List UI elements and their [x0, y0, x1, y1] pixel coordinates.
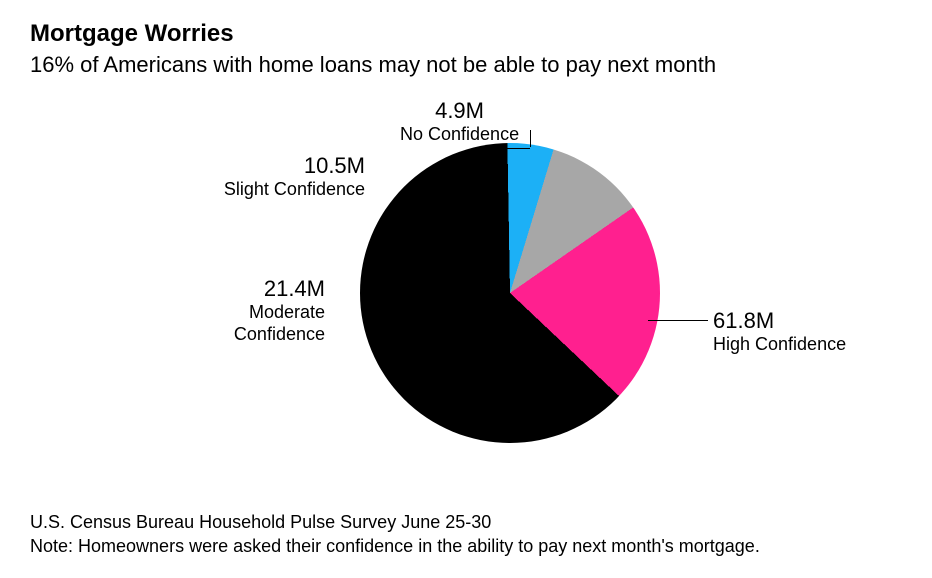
leader-line	[530, 130, 531, 147]
label-no-confidence: 4.9M No Confidence	[400, 98, 519, 146]
label-name: Moderate Confidence	[210, 302, 325, 345]
chart-title: Mortgage Worries	[30, 20, 902, 48]
label-name: Slight Confidence	[210, 179, 365, 201]
chart-container: Mortgage Worries 16% of Americans with h…	[0, 0, 932, 498]
label-value: 10.5M	[210, 153, 365, 179]
label-value: 4.9M	[400, 98, 519, 124]
label-name: High Confidence	[713, 334, 846, 356]
label-name: No Confidence	[400, 124, 519, 146]
pie-chart	[360, 143, 660, 443]
label-moderate-confidence: 21.4M Moderate Confidence	[210, 276, 325, 346]
label-high-confidence: 61.8M High Confidence	[713, 308, 846, 356]
label-value: 61.8M	[713, 308, 846, 334]
chart-area: 4.9M No Confidence 10.5M Slight Confiden…	[30, 98, 902, 478]
chart-subtitle: 16% of Americans with home loans may not…	[30, 52, 902, 78]
chart-footer: U.S. Census Bureau Household Pulse Surve…	[30, 511, 902, 558]
leader-line	[648, 320, 708, 321]
pie-wrapper	[360, 143, 660, 443]
label-value: 21.4M	[210, 276, 325, 302]
footer-source: U.S. Census Bureau Household Pulse Surve…	[30, 511, 902, 534]
label-slight-confidence: 10.5M Slight Confidence	[210, 153, 365, 201]
leader-line	[483, 148, 530, 149]
footer-note: Note: Homeowners were asked their confid…	[30, 535, 902, 558]
